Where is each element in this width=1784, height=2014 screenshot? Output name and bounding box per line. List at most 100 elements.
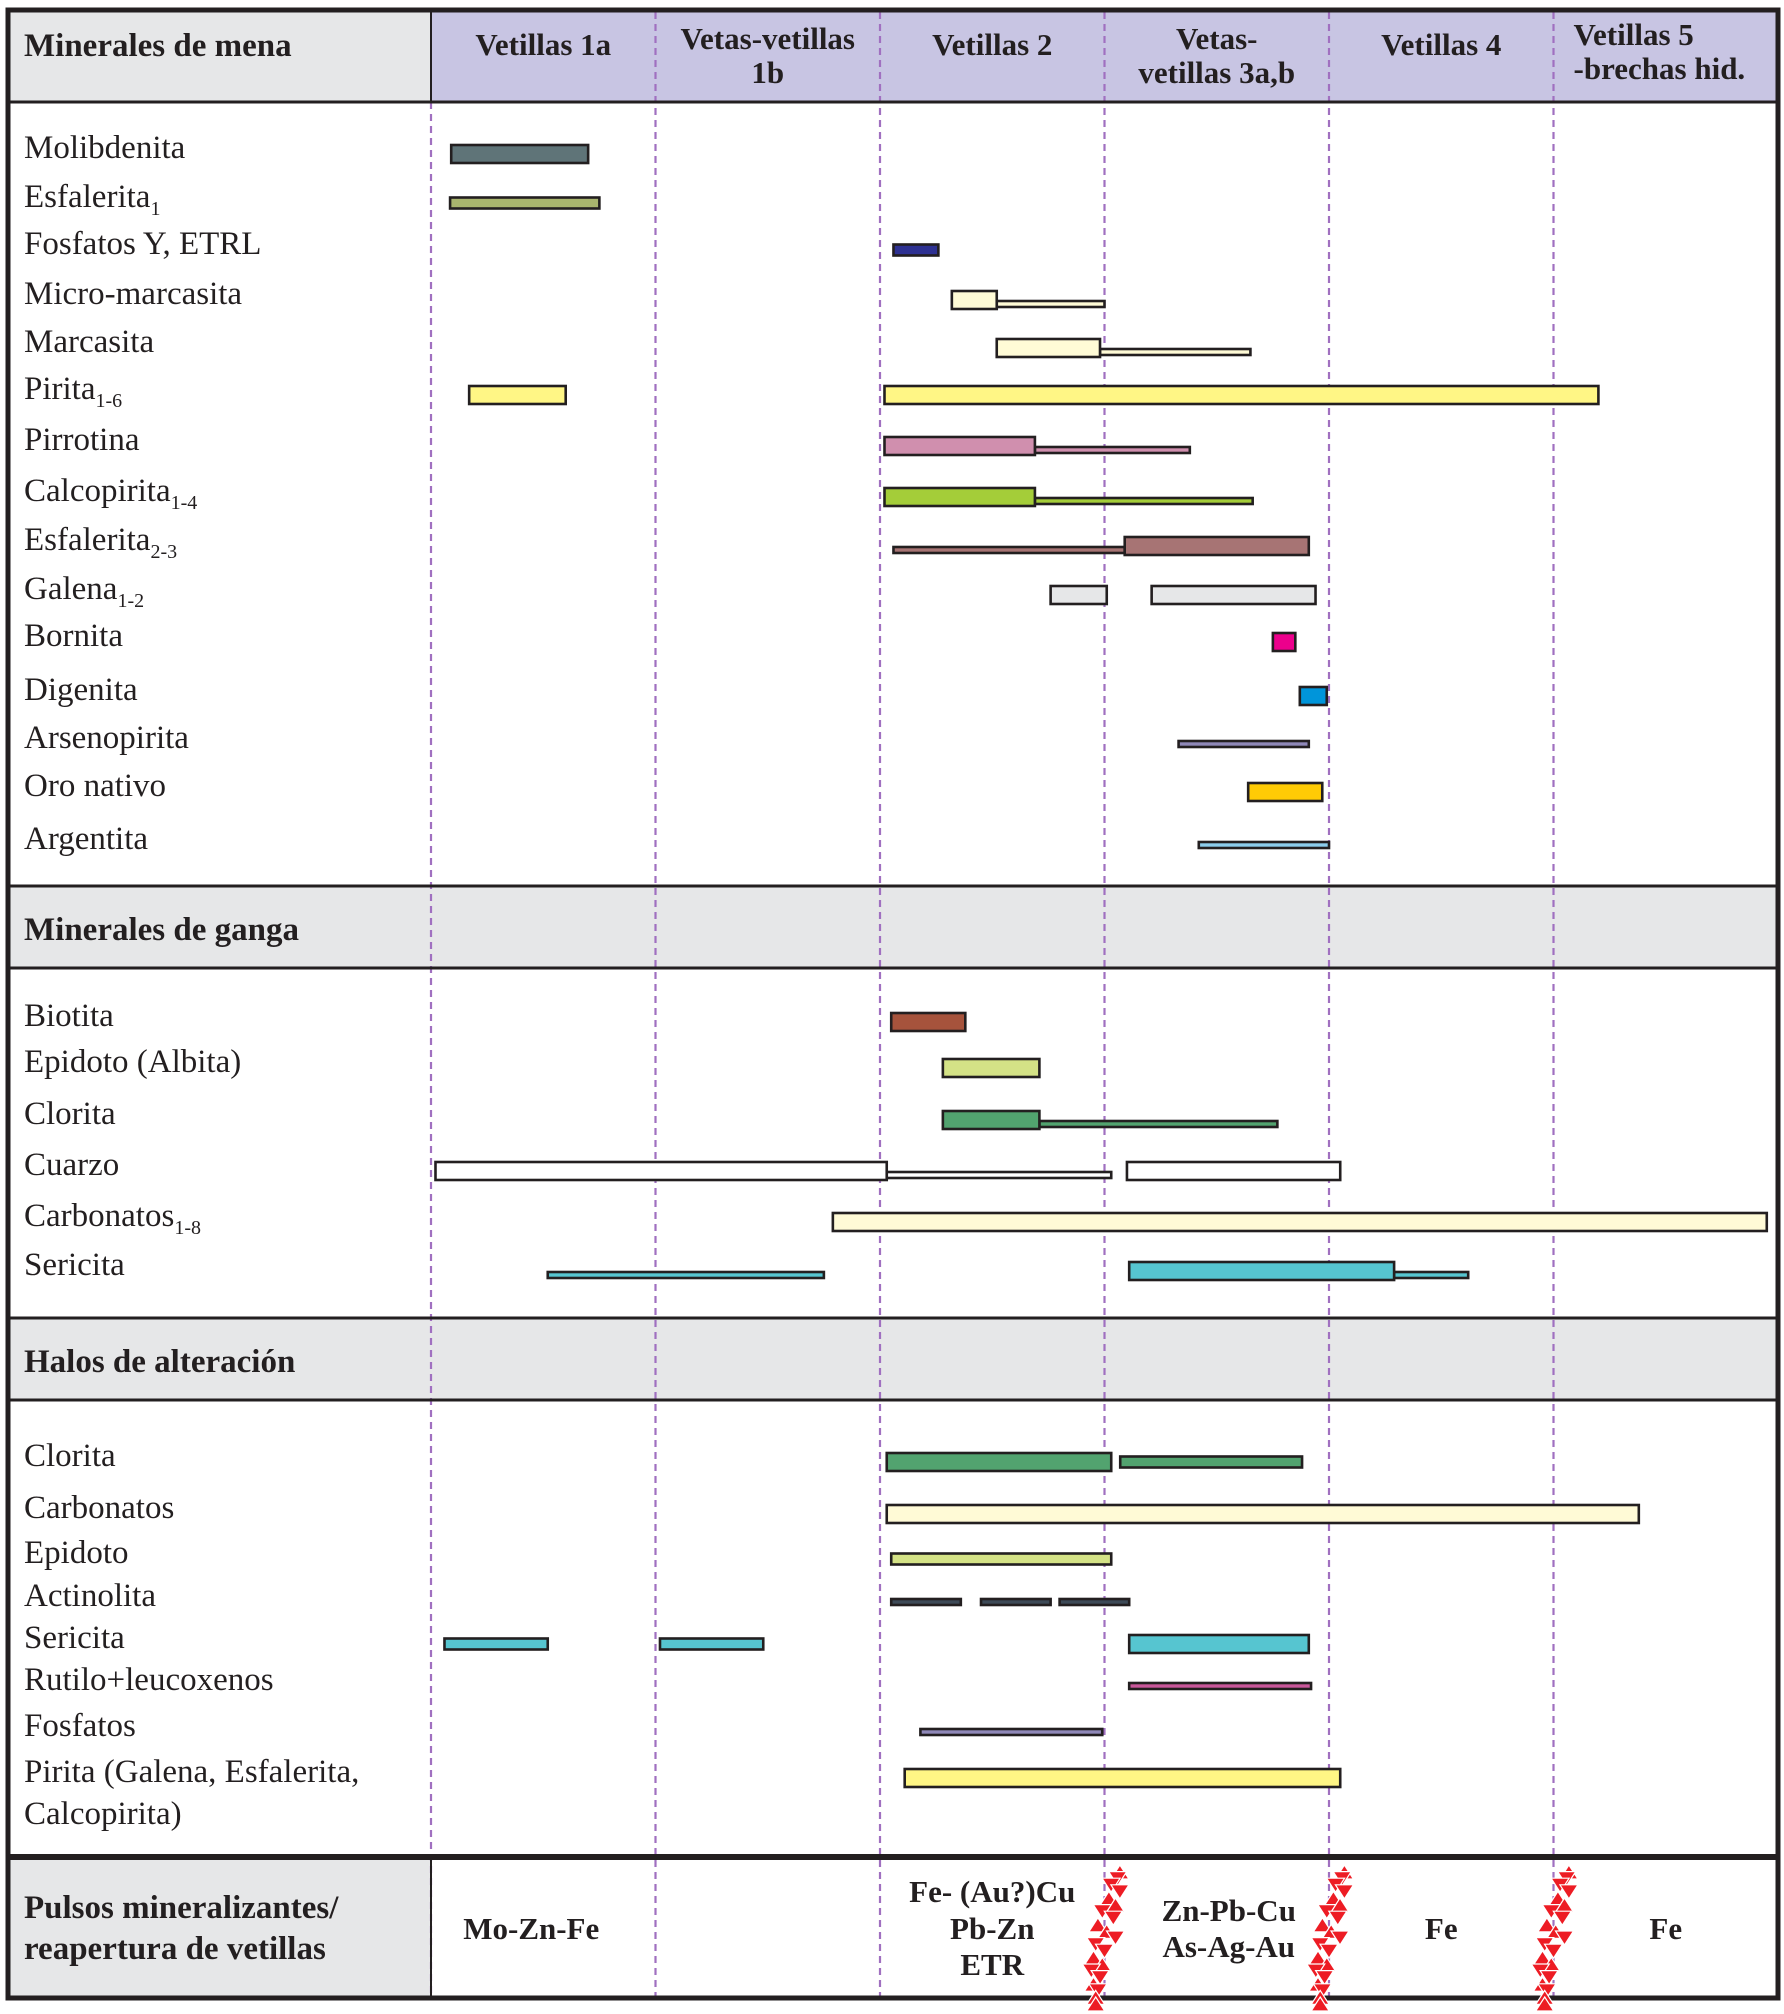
- reopening-triangle-marker: [1105, 1930, 1126, 1947]
- mineral-name: Fosfatos Y, ETRL: [24, 226, 262, 262]
- bar-biotita: [889, 1011, 967, 1033]
- mineral-label: Pirita1-6: [24, 373, 123, 412]
- bar-micro-marcasita: [950, 289, 999, 311]
- reopening-triangle-marker: [1536, 1916, 1557, 1933]
- mineral-name: Actinolita: [24, 1578, 156, 1614]
- bar-micro-marcasita: [995, 299, 1106, 309]
- bar-sericita: [443, 1637, 550, 1651]
- mineral-name: Pirrotina: [24, 422, 140, 458]
- stage-header-line: Vetillas 5: [1573, 17, 1694, 52]
- mineral-name: Digenita: [24, 672, 138, 708]
- mineral-subscript: 1-6: [95, 390, 123, 412]
- pulse-label-line: Fe: [1424, 1911, 1458, 1946]
- mineral-label: Epidoto (Albita): [24, 1046, 241, 1079]
- pulses-title-line: reapertura de vetillas: [24, 1931, 326, 1968]
- bar-galena: [1150, 584, 1317, 606]
- mineral-label: Biotita: [24, 1000, 114, 1033]
- mineral-label: Fosfatos: [24, 1710, 136, 1743]
- mineral-label: Pirrotina: [24, 424, 139, 457]
- bar-pirita-galena-esfalerita-: [903, 1767, 1342, 1789]
- pulse-label: Fe- (Au?)Cu Pb-Zn ETR: [880, 1874, 1105, 1984]
- mineral-name: Argentita: [24, 821, 149, 857]
- pulses-title-line: Pulsos mineralizantes/: [24, 1890, 339, 1926]
- reopening-triangle-marker: [1312, 1916, 1333, 1933]
- bar-esfalerita: [1123, 535, 1311, 557]
- reopening-triangle-marker: [1318, 1943, 1340, 1960]
- bar-clorita: [885, 1451, 1113, 1473]
- pulse-label-line: Mo-Zn-Fe: [463, 1911, 600, 1946]
- bar-galena: [1049, 584, 1109, 606]
- stage-header-3: Vetas-vetillas 3a,b: [1105, 21, 1330, 90]
- section-title: Halos de alteración: [24, 1344, 296, 1380]
- bar-argentita: [1197, 840, 1331, 850]
- pulse-label-line: As-Ag-Au: [1162, 1929, 1296, 1965]
- pulse-label-line: ETR: [960, 1947, 1025, 1983]
- bar-fosfatos: [919, 1727, 1104, 1737]
- stage-header-2: Vetillas 2: [880, 27, 1105, 62]
- mineral-name: Biotita: [24, 998, 114, 1034]
- mineral-name: Esfalerita: [24, 522, 151, 558]
- bar-marcasita: [1098, 347, 1252, 357]
- mineral-label: Esfalerita2-3: [24, 522, 178, 563]
- mineral-name: Cuarzo: [24, 1147, 120, 1183]
- bar-sericita: [1127, 1633, 1311, 1655]
- stage-header-5: Vetillas 5 -brechas hid.: [1573, 17, 1784, 86]
- reopening-triangle-marker: [1334, 1884, 1355, 1900]
- pulse-label-line: Zn-Pb-Cu: [1161, 1892, 1296, 1928]
- mineral-name: Calcopirita: [24, 473, 171, 509]
- reopening-triangle-marker: [1310, 1995, 1331, 2012]
- mineral-name: Marcasita: [24, 324, 155, 360]
- section-title: Minerales de ganga: [24, 912, 299, 948]
- mineral-name: Rutilo+leucoxenos: [24, 1662, 274, 1698]
- outer-frame: [5, 7, 1781, 2001]
- mineral-label: Clorita: [24, 1098, 116, 1131]
- mineral-name: Epidoto: [24, 1535, 129, 1571]
- reopening-triangle-marker: [1103, 1910, 1124, 1927]
- mineral-label: Clorita: [24, 1440, 116, 1473]
- bar-sericita: [658, 1637, 765, 1651]
- mineral-label: Epidoto: [24, 1537, 129, 1570]
- mineral-name: Sericita: [24, 1247, 125, 1283]
- mineral-label: Bornita: [24, 620, 123, 653]
- stage-header-4: Vetillas 4: [1329, 27, 1554, 62]
- bar-pirrotina: [1033, 445, 1192, 455]
- mineral-label: Sericita: [24, 1622, 125, 1655]
- bar-cuarzo: [885, 1170, 1113, 1180]
- stage-header-line: Vetas-vetillas: [680, 21, 856, 56]
- bar-epidoto-albita-: [941, 1057, 1041, 1079]
- mineral-name: Molibdenita: [24, 130, 186, 166]
- bar-oro-nativo: [1246, 781, 1324, 803]
- mineral-label: Fosfatos Y, ETRL: [24, 228, 261, 261]
- reopening-triangle-marker: [1109, 1884, 1130, 1900]
- reopening-triangle-marker: [1534, 1995, 1555, 2012]
- mineral-name: Esfalerita: [24, 179, 151, 215]
- mineral-label: Cuarzo: [24, 1149, 119, 1182]
- mineral-label: Sericita: [24, 1249, 125, 1282]
- mineral-subscript: 1-4: [170, 492, 198, 514]
- mineral-name: Fosfatos: [24, 1708, 136, 1744]
- bar-pirrotina: [883, 435, 1037, 457]
- bar-carbonatos: [885, 1503, 1641, 1525]
- mineral-name-line2: Calcopirita): [24, 1796, 182, 1832]
- mineral-label: Digenita: [24, 674, 138, 707]
- pulse-label: Fe: [1554, 1911, 1779, 1948]
- bar-molibdenita: [449, 143, 590, 165]
- bar-marcasita: [995, 337, 1102, 359]
- reopening-triangle-marker: [1543, 1943, 1564, 1960]
- stage-header-line: Vetillas 4: [1381, 27, 1502, 62]
- reopening-triangle-marker: [1094, 1943, 1115, 1960]
- mineral-subscript: 2-3: [150, 541, 178, 563]
- reopening-triangle-marker: [1554, 1930, 1575, 1947]
- mineral-label: Arsenopirita: [24, 722, 189, 755]
- bar-sericita: [546, 1270, 826, 1280]
- mineral-label: Micro-marcasita: [24, 278, 242, 311]
- reopening-triangle-marker: [1536, 1983, 1557, 1999]
- mineral-label: Marcasita: [24, 326, 154, 359]
- reopening-triangle-marker: [1539, 1969, 1560, 1986]
- pulses-title: Pulsos mineralizantes/reapertura de veti…: [24, 1888, 338, 1971]
- bar-pirita: [883, 384, 1600, 406]
- reopening-triangle-marker: [1087, 1916, 1108, 1933]
- bar-sericita: [1127, 1260, 1396, 1282]
- bar-carbonatos: [831, 1211, 1769, 1233]
- mineral-name: Carbonatos: [24, 1490, 175, 1526]
